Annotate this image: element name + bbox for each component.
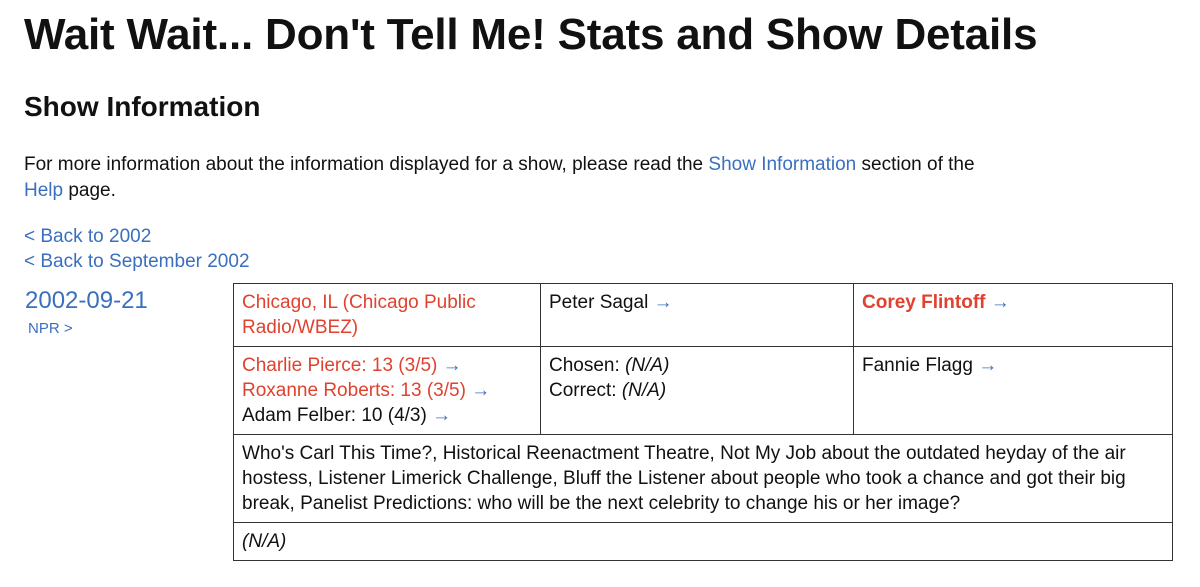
table-row: Chicago, IL (Chicago Public Radio/WBEZ) … [233, 283, 1173, 347]
page-title: Wait Wait... Don't Tell Me! Stats and Sh… [24, 10, 1038, 59]
guest-cell: Fannie Flagg → [853, 346, 1173, 435]
bluff-chosen: Chosen: (N/A) [549, 353, 845, 378]
intro-paragraph: For more information about the informati… [24, 152, 1124, 204]
location-cell: Chicago, IL (Chicago Public Radio/WBEZ) [233, 283, 541, 347]
intro-text-after: page. [68, 180, 116, 201]
panelists-cell: Charlie Pierce: 13 (3/5) → Roxanne Rober… [233, 346, 541, 435]
chosen-label: Chosen: [549, 355, 620, 376]
arrow-right-icon: → [653, 292, 673, 313]
panelist-link[interactable]: Roxanne Roberts: 13 (3/5) → [242, 378, 532, 403]
bluff-correct: Correct: (N/A) [549, 378, 845, 403]
notes-text: (N/A) [242, 531, 287, 552]
panelist-score: Charlie Pierce: 13 (3/5) [242, 355, 438, 376]
chosen-value: (N/A) [625, 355, 670, 376]
scorekeeper-name: Corey Flintoff [862, 292, 986, 313]
correct-value: (N/A) [621, 380, 667, 401]
host-name: Peter Sagal [549, 292, 649, 313]
bluff-cell: Chosen: (N/A) Correct: (N/A) [540, 346, 854, 435]
show-date: 2002-09-21 [25, 287, 148, 314]
panelist-score: Roxanne Roberts: 13 (3/5) [242, 380, 466, 401]
arrow-right-icon: → [432, 405, 452, 426]
arrow-right-icon: → [978, 355, 998, 376]
scorekeeper-link[interactable]: Corey Flintoff → [862, 292, 1010, 313]
location-text: Chicago, IL (Chicago Public Radio/WBEZ) [242, 292, 476, 338]
intro-text-middle: section of the [861, 154, 975, 175]
arrow-right-icon: → [990, 292, 1010, 313]
arrow-right-icon: → [471, 380, 491, 401]
arrow-right-icon: → [442, 355, 462, 376]
panelist-score: Adam Felber: 10 (4/3) [242, 405, 427, 426]
description-cell: Who's Carl This Time?, Historical Reenac… [233, 434, 1173, 523]
npr-link[interactable]: NPR > [28, 320, 73, 337]
host-link[interactable]: Peter Sagal → [549, 292, 673, 313]
help-link[interactable]: Help [24, 180, 64, 201]
show-information-link[interactable]: Show Information [708, 154, 857, 175]
table-row: Who's Carl This Time?, Historical Reenac… [233, 434, 1173, 523]
panelist-link[interactable]: Charlie Pierce: 13 (3/5) → [242, 353, 532, 378]
show-details-table: Chicago, IL (Chicago Public Radio/WBEZ) … [233, 283, 1173, 561]
intro-text-before: For more information about the informati… [24, 154, 704, 175]
guest-link[interactable]: Fannie Flagg → [862, 355, 997, 376]
guest-name: Fannie Flagg [862, 355, 973, 376]
panelist-link[interactable]: Adam Felber: 10 (4/3) → [242, 403, 532, 428]
table-row: (N/A) [233, 522, 1173, 561]
section-title: Show Information [24, 91, 261, 122]
host-cell: Peter Sagal → [540, 283, 854, 347]
scorekeeper-cell: Corey Flintoff → [853, 283, 1173, 347]
correct-label: Correct: [549, 380, 617, 401]
notes-cell: (N/A) [233, 522, 1173, 561]
back-to-year-link[interactable]: < Back to 2002 [24, 226, 152, 247]
table-row: Charlie Pierce: 13 (3/5) → Roxanne Rober… [233, 346, 1173, 435]
back-to-month-link[interactable]: < Back to September 2002 [24, 251, 250, 272]
